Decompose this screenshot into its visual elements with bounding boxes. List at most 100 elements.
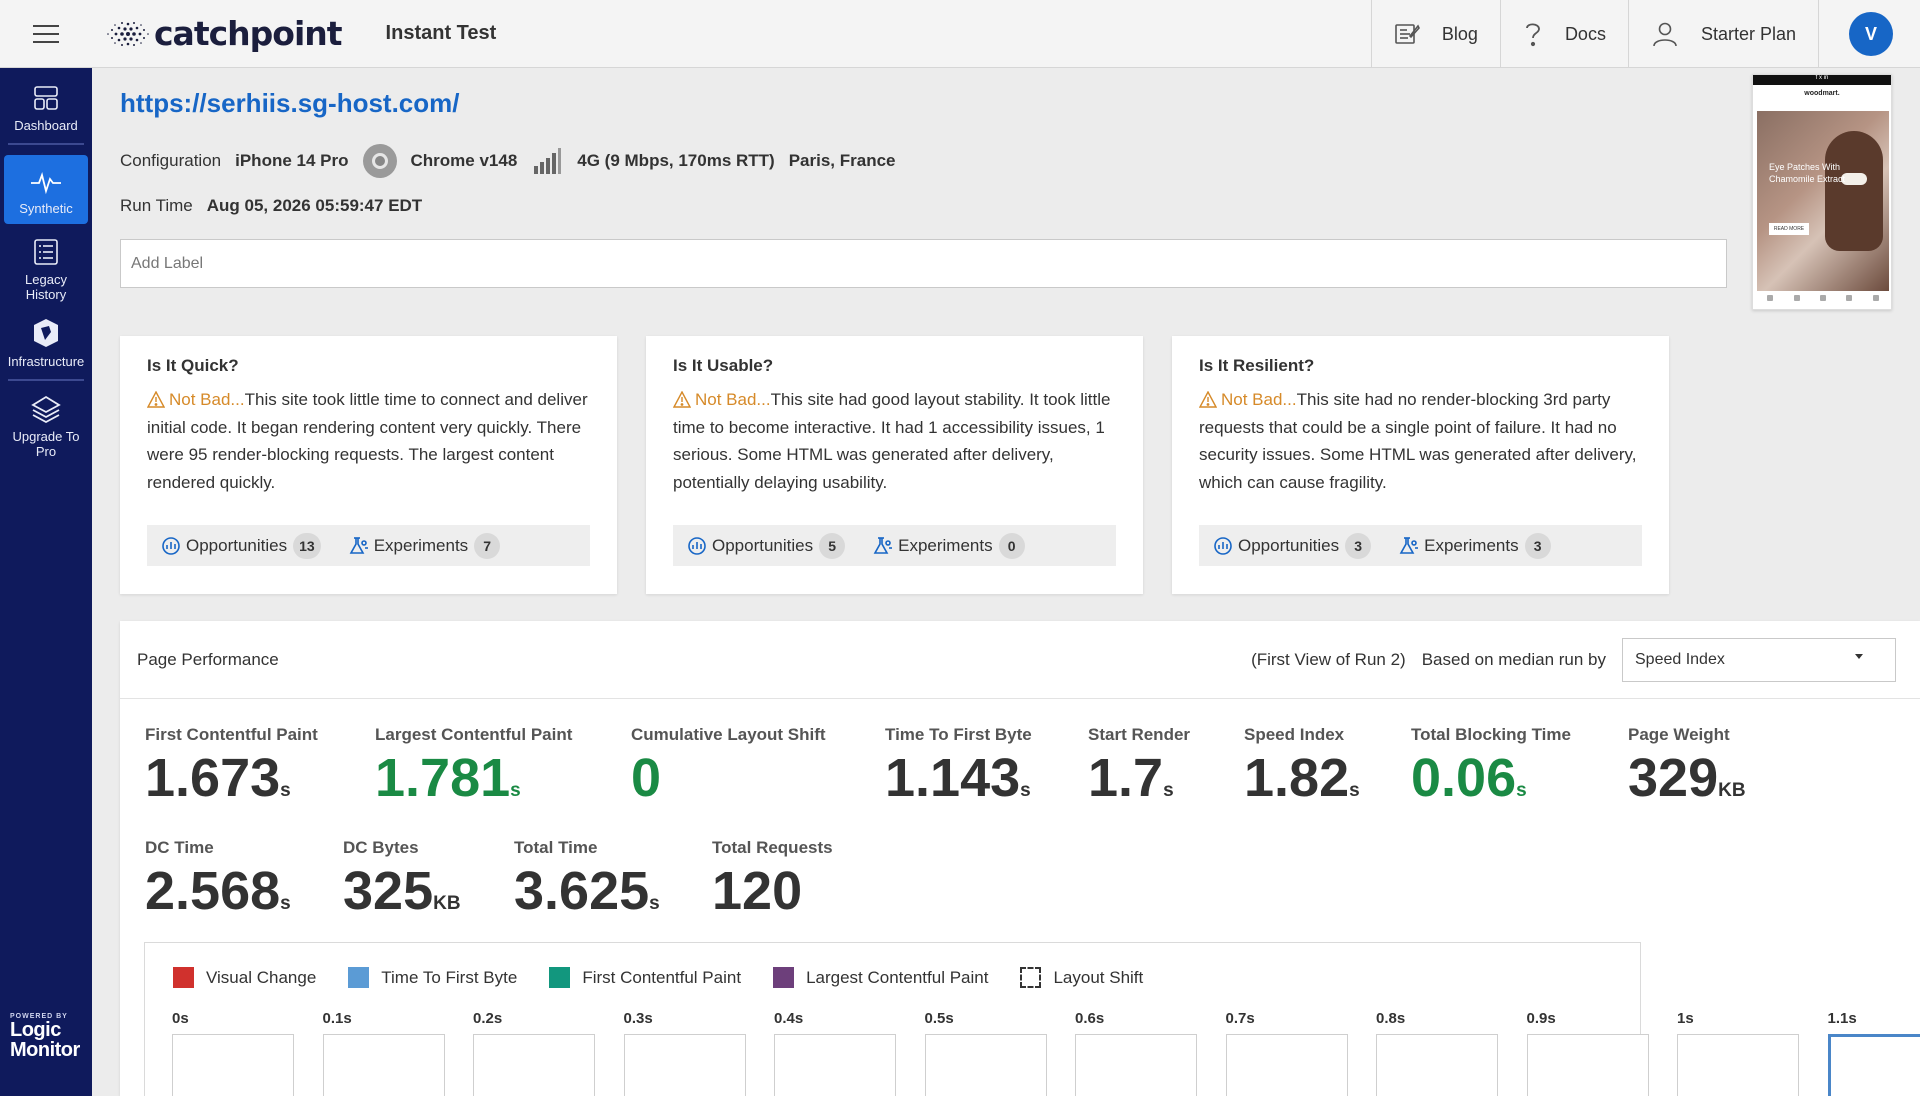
docs-link[interactable]: Docs (1499, 0, 1628, 68)
filmstrip-legend: Visual Change Time To First Byte First C… (173, 967, 1175, 988)
blog-label: Blog (1441, 23, 1478, 44)
filmstrip-frame[interactable] (322, 1034, 445, 1096)
metric-cumulative-layout-shift[interactable]: Cumulative Layout Shift 0 (631, 725, 826, 808)
sidebar-item-synthetic[interactable]: Synthetic (4, 155, 88, 224)
filmstrip-frame[interactable] (1526, 1034, 1649, 1096)
metric-dc-bytes[interactable]: DC Bytes 325KB (343, 838, 461, 921)
dashboard-icon (34, 86, 58, 110)
catchpoint-logo-icon (107, 21, 149, 46)
thumbnail-brand: woodmart. (1804, 89, 1840, 97)
card-title: Is It Resilient? (1199, 356, 1315, 375)
timeline-tick-label: 0.1s (322, 1010, 352, 1027)
filmstrip-frame[interactable] (1225, 1034, 1348, 1096)
sidebar-item-upgrade[interactable]: Upgrade To Pro (0, 381, 92, 459)
sidebar-item-label: Infrastructure (7, 354, 85, 369)
filmstrip-frame[interactable] (924, 1034, 1047, 1096)
add-label-input[interactable] (120, 239, 1727, 288)
summary-text: This site took little time to connect an… (147, 390, 588, 492)
layers-icon (31, 395, 61, 423)
median-metric-select[interactable]: Speed Index (1622, 638, 1896, 682)
view-note: (First View of Run 2) (1251, 650, 1406, 669)
metric-total-time[interactable]: Total Time 3.625s (514, 838, 660, 921)
metric-total-requests[interactable]: Total Requests 120 (712, 838, 833, 921)
metric-time-to-first-byte[interactable]: Time To First Byte 1.143s (885, 725, 1032, 808)
opportunities-icon (688, 536, 706, 555)
menu-toggle-button[interactable] (0, 0, 92, 68)
card-title: Is It Quick? (147, 356, 239, 375)
opportunities-count: 3 (1345, 532, 1372, 559)
filmstrip-frame[interactable] (1376, 1034, 1498, 1096)
metric-speed-index[interactable]: Speed Index 1.82s (1244, 725, 1360, 808)
page-performance-panel: Page Performance (First View of Run 2) B… (120, 621, 1920, 1096)
avatar-container[interactable]: V (1818, 0, 1920, 68)
timeline-tick-label: 0.8s (1376, 1010, 1406, 1027)
filmstrip-frame[interactable] (1075, 1034, 1197, 1096)
filmstrip-frame[interactable] (473, 1034, 595, 1096)
run-time-value: Aug 05, 2026 05:59:47 EDT (206, 196, 423, 215)
opportunities-icon (1214, 536, 1232, 555)
sidebar-item-label: Legacy History (25, 272, 67, 302)
top-bar: catchpoint Instant Test Blog Docs Starte… (0, 0, 1920, 68)
legend-item-time-to-first-byte[interactable]: Time To First Byte (348, 967, 517, 988)
metric-page-weight[interactable]: Page Weight 329KB (1628, 725, 1746, 808)
legend-item-layout-shift[interactable]: Layout Shift (1020, 967, 1143, 988)
filmstrip-frame[interactable] (172, 1034, 294, 1096)
brand-logo[interactable]: catchpoint (106, 0, 343, 68)
median-label: Based on median run by (1421, 650, 1606, 669)
filmstrip-frame[interactable] (774, 1034, 896, 1096)
sidebar-item-dashboard[interactable]: Dashboard (0, 68, 92, 133)
metric-dc-time[interactable]: DC Time 2.568s (145, 838, 291, 921)
opportunities-button[interactable]: Opportunities 13 (161, 532, 321, 559)
legend-item-first-contentful-paint[interactable]: First Contentful Paint (549, 967, 741, 988)
hamburger-icon (33, 22, 59, 46)
thumbnail-topbar: f x in (1753, 75, 1891, 85)
filmstrip-frame[interactable] (1827, 1034, 1920, 1096)
test-url-link[interactable]: https://serhiis.sg-host.com/ (120, 88, 460, 118)
quick-summary-card: Is It Quick? Not Bad...This site took li… (120, 336, 617, 594)
page-screenshot-thumbnail[interactable]: f x in woodmart. Eye Patches With Chamom… (1752, 74, 1892, 310)
filmstrip-frame[interactable] (623, 1034, 746, 1096)
card-text: Not Bad...This site took little time to … (147, 386, 590, 496)
experiments-icon (1399, 536, 1419, 554)
sidebar-item-infrastructure[interactable]: Infrastructure (0, 302, 92, 369)
blog-icon (1395, 24, 1420, 44)
infrastructure-icon (34, 319, 58, 347)
opportunities-count: 5 (819, 532, 846, 559)
sidebar-item-legacy-history[interactable]: Legacy History (0, 224, 92, 302)
experiments-button[interactable]: Experiments 7 (349, 532, 501, 559)
metric-largest-contentful-paint[interactable]: Largest Contentful Paint 1.781s (375, 725, 573, 808)
plan-label: Starter Plan (1700, 23, 1796, 44)
metric-start-render[interactable]: Start Render 1.7s (1088, 725, 1191, 808)
metric-total-blocking-time[interactable]: Total Blocking Time 0.06s (1411, 725, 1571, 808)
filmstrip-frame[interactable] (1677, 1034, 1799, 1096)
timeline-tick-label: 0.4s (774, 1010, 804, 1027)
usable-summary-card: Is It Usable? Not Bad...This site had go… (646, 336, 1143, 594)
app-title: Instant Test (385, 22, 497, 44)
metric-first-contentful-paint[interactable]: First Contentful Paint 1.673s (145, 725, 318, 808)
page-performance-header: Page Performance (First View of Run 2) B… (120, 621, 1920, 699)
device-value: iPhone 14 Pro (235, 151, 349, 170)
experiments-button[interactable]: Experiments 0 (873, 532, 1025, 559)
network-value: 4G (9 Mbps, 170ms RTT) (577, 151, 775, 170)
account-plan[interactable]: Starter Plan (1627, 0, 1818, 68)
median-metric-value: Speed Index (1635, 651, 1725, 668)
experiments-count: 0 (998, 532, 1025, 559)
brand-name: catchpoint (154, 14, 343, 53)
opportunities-button[interactable]: Opportunities 3 (1213, 532, 1372, 559)
docs-label: Docs (1564, 23, 1606, 44)
card-actions: Opportunities 13 Experiments 7 (147, 525, 590, 566)
sidebar-item-label: Upgrade To Pro (12, 429, 80, 459)
card-text: Not Bad...This site had no render-blocki… (1199, 386, 1642, 496)
warning-icon (147, 391, 165, 408)
divider (8, 143, 84, 145)
blog-link[interactable]: Blog (1370, 0, 1500, 68)
warning-icon (1199, 391, 1217, 408)
verdict-text: Not Bad... (695, 390, 771, 409)
opportunities-button[interactable]: Opportunities 5 (687, 532, 846, 559)
legend-item-largest-contentful-paint[interactable]: Largest Contentful Paint (773, 967, 988, 988)
experiments-button[interactable]: Experiments 3 (1399, 532, 1551, 559)
warning-icon (673, 391, 691, 408)
timeline-tick-label: 0.2s (473, 1010, 503, 1027)
thumbnail-footer (1757, 291, 1889, 305)
legend-item-visual-change[interactable]: Visual Change (173, 967, 316, 988)
